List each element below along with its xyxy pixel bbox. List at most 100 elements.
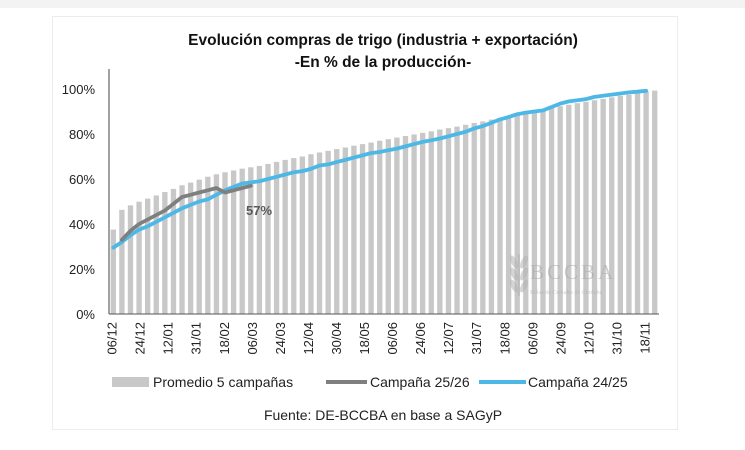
x-tick-label: 31/10	[609, 322, 624, 355]
bar	[316, 152, 323, 314]
bar	[359, 144, 366, 314]
legend-label-24-25: Campaña 24/25	[528, 374, 628, 390]
source-note: Fuente: DE-BCCBA en base a SAGyP	[264, 407, 502, 423]
x-axis: 06/12 24/12 12/01 31/01 18/02 06/03 24/03 12/04…	[105, 322, 653, 355]
line-campana-25-26	[120, 183, 253, 242]
x-tick-label: 12/04	[301, 322, 316, 355]
bar	[222, 172, 228, 314]
bar	[583, 101, 589, 314]
bar	[437, 129, 443, 314]
bar	[402, 136, 409, 314]
bar	[368, 142, 374, 314]
bar	[617, 95, 623, 314]
x-tick-label: 12/10	[581, 322, 596, 355]
bar	[591, 100, 598, 314]
x-tick-label: 12/01	[161, 322, 176, 355]
bar	[420, 132, 426, 314]
bar	[531, 110, 538, 314]
bar	[136, 201, 142, 314]
bar	[334, 149, 340, 314]
bar	[273, 161, 280, 314]
bar	[488, 119, 495, 314]
bar	[230, 170, 237, 314]
top-strip	[0, 0, 745, 8]
bar	[411, 134, 417, 314]
bar	[462, 124, 469, 315]
x-tick-label: 06/06	[385, 322, 400, 355]
bar	[153, 195, 159, 314]
bar	[471, 122, 477, 314]
bar	[566, 104, 572, 314]
bar	[127, 205, 134, 314]
bar	[480, 121, 486, 315]
bar	[342, 147, 348, 314]
legend: Promedio 5 campañas Campaña 25/26 Campañ…	[112, 374, 628, 390]
bar	[325, 150, 331, 314]
bar	[265, 163, 271, 314]
bar	[574, 103, 581, 314]
bar	[239, 168, 245, 314]
x-tick-label: 24/06	[413, 322, 428, 355]
x-tick-label: 24/03	[273, 322, 288, 355]
bar	[256, 165, 263, 314]
bar	[626, 94, 632, 314]
bar	[643, 91, 649, 314]
bar	[291, 158, 297, 314]
bar	[514, 114, 520, 314]
y-tick-label: 20%	[69, 262, 95, 277]
bar-series-promedio	[109, 90, 659, 315]
y-tick-label: 60%	[69, 172, 95, 187]
bar	[385, 139, 391, 314]
bar	[351, 145, 357, 314]
annotation-57: 57%	[246, 203, 272, 218]
bar	[110, 229, 116, 314]
bar	[505, 116, 512, 314]
bar	[634, 92, 641, 314]
chart-subtitle: -En % de la producción-	[295, 54, 472, 71]
x-tick-label: 06/12	[105, 322, 120, 355]
line-campana-24-25	[111, 88, 648, 250]
bar	[394, 137, 400, 314]
x-tick-label: 06/03	[245, 322, 260, 355]
bar	[282, 159, 288, 314]
y-tick-label: 100%	[62, 82, 96, 97]
bar	[540, 109, 546, 314]
x-tick-label: 18/08	[497, 322, 512, 355]
bar	[179, 185, 185, 314]
bar	[600, 98, 606, 315]
bar	[557, 106, 563, 314]
bar	[248, 167, 254, 314]
y-tick-label: 80%	[69, 127, 95, 142]
bccba-watermark: BCCBA Bolsa de Cereales de Córdoba	[509, 254, 616, 296]
legend-label-promedio: Promedio 5 campañas	[153, 374, 293, 390]
x-tick-label: 24/12	[133, 322, 148, 355]
chart-title: Evolución compras de trigo (industria + …	[188, 32, 578, 49]
bar	[445, 128, 452, 314]
bar	[170, 188, 177, 314]
x-tick-label: 31/07	[469, 322, 484, 355]
bar	[145, 198, 151, 314]
bar	[299, 156, 306, 314]
bar	[428, 131, 434, 314]
bar	[187, 182, 194, 314]
bar	[308, 154, 314, 314]
x-tick-label: 12/07	[441, 322, 456, 355]
bar	[523, 112, 529, 315]
bar	[205, 176, 211, 314]
watermark-tagline: Bolsa de Cereales de Córdoba	[530, 290, 603, 296]
x-tick-label: 18/11	[638, 322, 653, 354]
x-tick-label: 31/01	[189, 322, 204, 355]
bar	[162, 192, 168, 314]
bar	[652, 90, 658, 314]
y-tick-label: 0%	[76, 307, 95, 322]
bar	[497, 117, 503, 314]
legend-swatch-promedio	[112, 377, 149, 387]
watermark-logo: BCCBA	[530, 260, 616, 284]
bar	[196, 179, 202, 314]
x-tick-label: 30/04	[329, 322, 344, 355]
y-axis: 0% 20% 40% 60% 80% 100%	[62, 69, 110, 322]
bar	[609, 97, 615, 314]
bar	[548, 107, 555, 314]
bar	[119, 209, 125, 314]
